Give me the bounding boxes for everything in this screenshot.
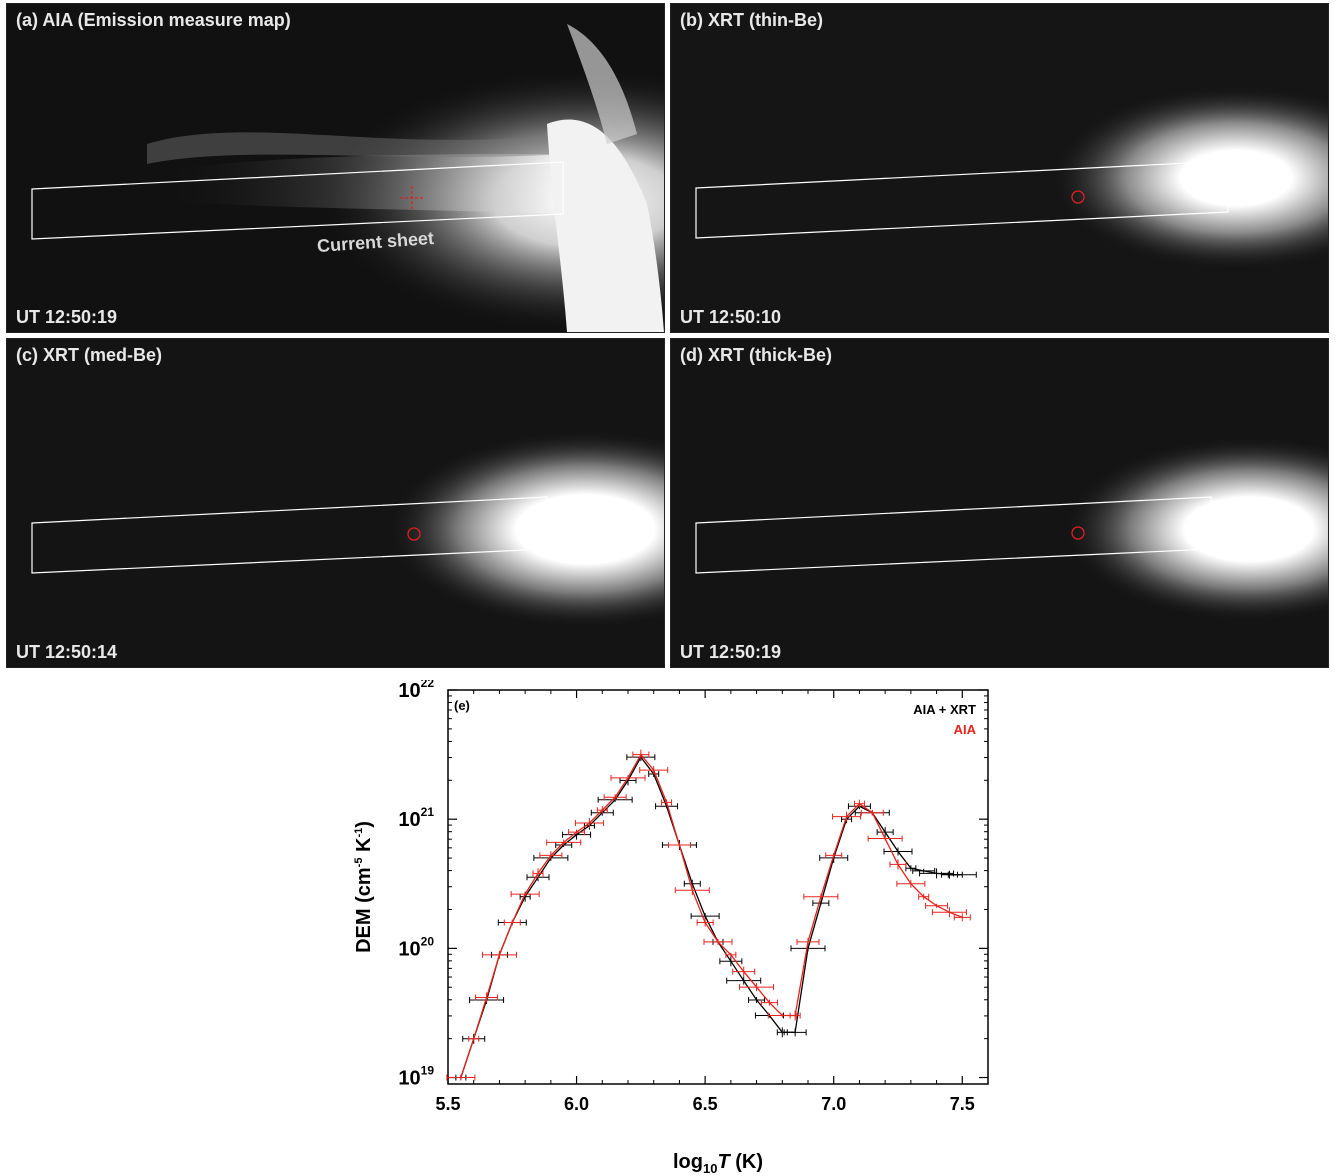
- cross-marker: [400, 186, 424, 210]
- x-tick-label: 6.5: [693, 1094, 718, 1114]
- xrt-thin-image: [671, 4, 1328, 332]
- y-tick-label: 1019: [398, 1064, 434, 1090]
- xrt-med-image: [7, 339, 664, 667]
- circle-marker: [1071, 526, 1085, 540]
- x-tick-label: 7.5: [950, 1094, 975, 1114]
- circle-marker: [1071, 190, 1085, 204]
- circle-marker: [407, 527, 421, 541]
- series-aia: [446, 749, 971, 1081]
- series-layer: [446, 749, 977, 1081]
- panel-b-time: UT 12:50:10: [680, 307, 782, 327]
- legend-aia-xrt: AIA + XRT: [913, 702, 976, 717]
- current-sheet-box: [695, 160, 1229, 239]
- x-axis-label: log10T (K): [673, 1151, 763, 1176]
- y-tick-label: 1020: [398, 934, 434, 960]
- dem-chart: 5.5 6.0 6.5 7.0 7.5 1019 1020 1021 1022 (e) AIA …: [353, 680, 989, 1176]
- x-tick-label: 7.0: [821, 1094, 846, 1114]
- legend-aia: AIA: [954, 722, 977, 737]
- panel-d-xrt-thick: (d) XRT (thick-Be) UT 12:50:19: [670, 338, 1329, 668]
- panel-d-title: (d) XRT (thick-Be): [680, 345, 832, 365]
- panel-c-title: (c) XRT (med-Be): [16, 345, 163, 365]
- panel-b-title: (b) XRT (thin-Be): [680, 10, 823, 30]
- panel-a-aia: (a) AIA (Emission measure map) Current s…: [6, 3, 665, 333]
- y-tick-label: 1022: [398, 680, 434, 702]
- xrt-thick-image: [671, 339, 1328, 667]
- emission-measure-image: [7, 4, 664, 332]
- panel-c-time: UT 12:50:14: [16, 642, 118, 662]
- panel-a-time: UT 12:50:19: [16, 307, 118, 327]
- x-tick-label: 6.0: [564, 1094, 589, 1114]
- current-sheet-box: [31, 161, 564, 240]
- current-sheet-box: [695, 496, 1212, 574]
- panel-e-label: (e): [454, 698, 470, 713]
- series-line: [460, 756, 963, 1078]
- panel-a-title: (a) AIA (Emission measure map): [16, 10, 291, 30]
- current-sheet-box: [31, 496, 548, 574]
- series-line: [460, 753, 963, 1078]
- plot-frame: [447, 689, 989, 1085]
- y-tick-label: 1021: [398, 805, 434, 831]
- panel-c-xrt-med: (c) XRT (med-Be) UT 12:50:14: [6, 338, 665, 668]
- axis-ticks: 5.5 6.0 6.5 7.0 7.5 1019 1020 1021 1022: [398, 680, 989, 1114]
- panel-d-time: UT 12:50:19: [680, 642, 782, 662]
- y-axis-label: DEM (cm-5 K-1): [353, 821, 375, 953]
- panel-b-xrt-thin: (b) XRT (thin-Be) UT 12:50:10: [670, 3, 1329, 333]
- x-tick-label: 5.5: [435, 1094, 460, 1114]
